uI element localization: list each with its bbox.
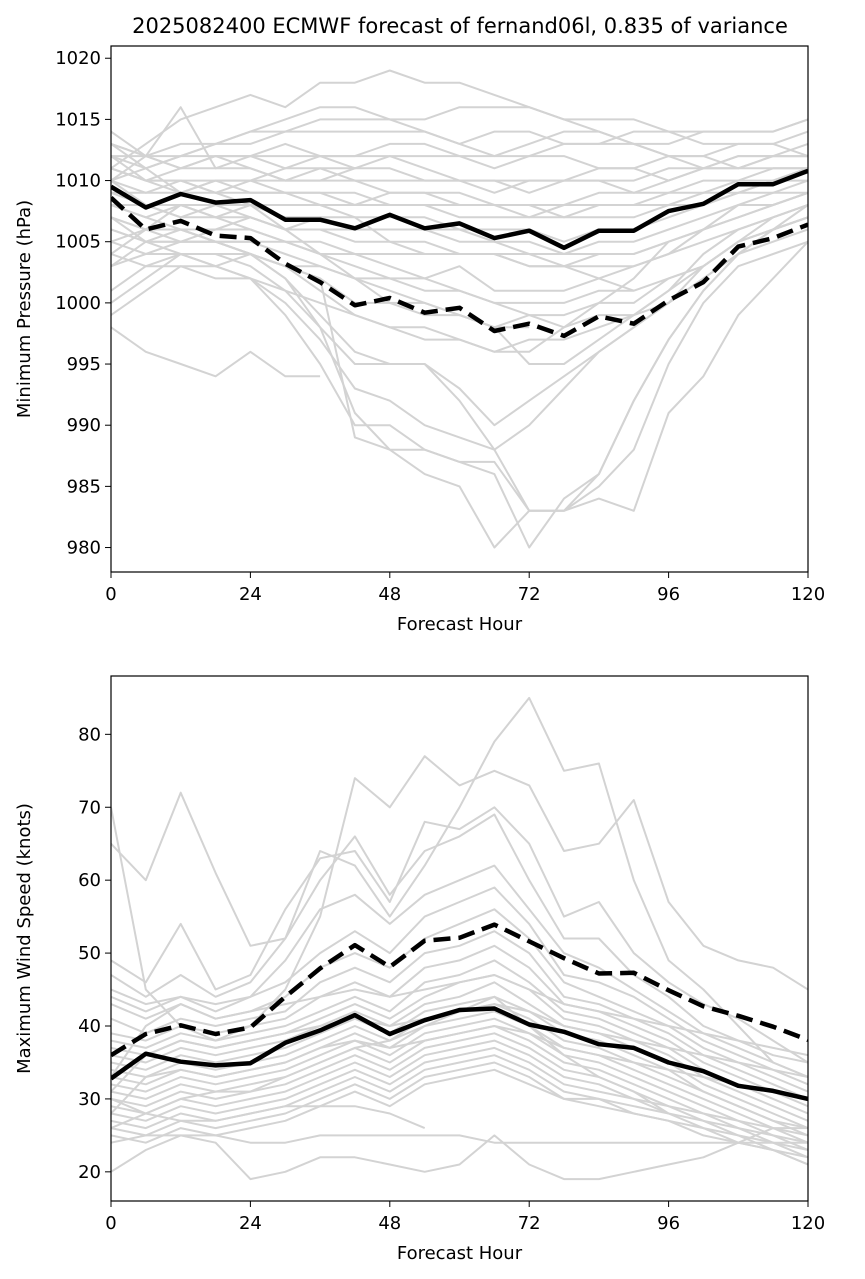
pressure-member-line-25 — [111, 228, 808, 512]
pressure-member-line-32 — [111, 167, 808, 219]
pressure-y-axis-label: Minimum Pressure (hPa) — [14, 200, 35, 418]
wind-member-line-25 — [111, 1134, 808, 1144]
wind-y-axis-label: Maximum Wind Speed (knots) — [14, 803, 35, 1074]
wind-member-line-4 — [111, 813, 808, 1064]
pressure-y-tick-label: 985 — [67, 476, 101, 497]
wind-member-line-22 — [111, 1061, 808, 1166]
wind-member-line-28 — [111, 1025, 808, 1115]
wind-member-line-30 — [111, 974, 808, 1078]
wind-member-line-13 — [111, 995, 808, 1130]
wind-member-line-27 — [111, 995, 670, 1130]
wind-member-line-24 — [111, 1127, 808, 1181]
wind-x-tick-label: 24 — [239, 1213, 262, 1234]
wind-plot-area — [111, 696, 808, 1181]
wind-x-tick-label: 120 — [791, 1213, 825, 1234]
pressure-member-line-2 — [111, 118, 808, 158]
pressure-member-line-31 — [111, 216, 808, 317]
pressure-member-line-14 — [111, 204, 808, 268]
pressure-plot-area — [111, 69, 808, 549]
pressure-member-line-3 — [111, 130, 808, 170]
wind-y-tick-label: 80 — [78, 724, 101, 745]
wind-x-tick-label: 96 — [657, 1213, 680, 1234]
wind-member-line-18 — [111, 1032, 808, 1151]
pressure-member-line-12 — [111, 191, 808, 255]
pressure-member-line-9 — [111, 167, 808, 206]
pressure-y-tick-label: 1005 — [55, 232, 101, 253]
pressure-y-tick-label: 990 — [67, 415, 101, 436]
pressure-member-line-24 — [111, 326, 321, 378]
wind-y-tick-label: 60 — [78, 870, 101, 891]
wind-member-line-12 — [111, 981, 808, 1130]
pressure-member-line-33 — [111, 118, 808, 182]
wind-member-line-6 — [111, 886, 808, 1086]
pressure-member-line-5 — [111, 106, 808, 182]
pressure-x-tick-label: 48 — [378, 584, 401, 605]
pressure-y-tick-label: 1000 — [55, 293, 101, 314]
pressure-dashed-line — [111, 196, 808, 339]
pressure-x-tick-label: 0 — [105, 584, 116, 605]
pressure-y-tick-label: 995 — [67, 354, 101, 375]
pressure-member-line-10 — [111, 143, 808, 219]
pressure-member-line-34 — [111, 191, 808, 268]
wind-x-axis-label: Forecast Hour — [397, 1243, 523, 1264]
wind-x-tick-label: 0 — [105, 1213, 116, 1234]
pressure-y-tick-label: 1010 — [55, 171, 101, 192]
wind-member-line-20 — [111, 1046, 808, 1159]
pressure-member-line-4 — [111, 69, 808, 170]
wind-member-line-3 — [111, 806, 808, 1064]
wind-solid-line — [111, 1006, 808, 1102]
pressure-x-tick-label: 120 — [791, 584, 825, 605]
pressure-x-axis-label: Forecast Hour — [397, 614, 523, 635]
wind-axes-frame — [110, 675, 809, 1202]
wind-member-line-5 — [111, 864, 808, 1078]
pressure-member-line-30 — [111, 191, 808, 292]
wind-y-tick-label: 40 — [78, 1016, 101, 1037]
pressure-x-tick-label: 24 — [239, 584, 262, 605]
wind-panel: 0 24 48 72 96 120 20 30 40 50 60 70 80 Forecast Hour M… — [14, 675, 825, 1264]
wind-member-line-16 — [111, 1017, 808, 1144]
pressure-solid-line — [111, 168, 808, 251]
wind-x-tick-label: 72 — [518, 1213, 541, 1234]
wind-member-line-10 — [111, 959, 808, 1115]
wind-member-line-1 — [111, 755, 808, 1042]
pressure-member-line-35 — [111, 142, 808, 194]
pressure-x-tick-label: 96 — [657, 584, 680, 605]
pressure-member-line-22 — [111, 228, 808, 512]
wind-member-line-9 — [111, 944, 808, 1108]
pressure-panel: 0 24 48 72 96 120 980 985 990 995 1000 1005 1010 1015… — [14, 45, 825, 635]
pressure-y-tick-label: 1020 — [55, 48, 101, 69]
wind-x-tick-label: 48 — [378, 1213, 401, 1234]
pressure-y-tick-label: 980 — [67, 538, 101, 559]
wind-member-line-19 — [111, 1039, 808, 1151]
pressure-member-line-28 — [111, 155, 808, 219]
wind-y-tick-label: 70 — [78, 797, 101, 818]
wind-member-line-2 — [111, 696, 808, 1078]
pressure-member-line-19 — [111, 204, 808, 427]
pressure-axes-frame — [110, 45, 809, 573]
pressure-member-line-11 — [111, 179, 808, 243]
wind-dashed-line — [111, 922, 808, 1058]
pressure-member-line-23 — [111, 204, 808, 549]
wind-member-line-23 — [111, 1068, 808, 1166]
wind-member-line-26 — [111, 1097, 426, 1130]
wind-y-tick-label: 50 — [78, 943, 101, 964]
pressure-y-tick-label: 1015 — [55, 109, 101, 130]
wind-y-tick-label: 30 — [78, 1089, 101, 1110]
pressure-member-line-20 — [111, 216, 808, 451]
wind-member-line-8 — [111, 930, 808, 1100]
pressure-member-line-27 — [111, 216, 530, 329]
pressure-x-tick-label: 72 — [518, 584, 541, 605]
chart-title: 2025082400 ECMWF forecast of fernand06l,… — [132, 14, 788, 38]
wind-y-tick-label: 20 — [78, 1162, 101, 1183]
